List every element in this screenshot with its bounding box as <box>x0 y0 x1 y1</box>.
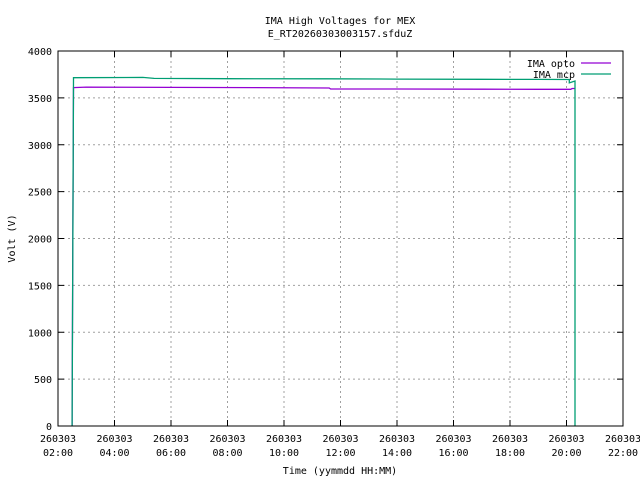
x-tick-time-label: 12:00 <box>325 448 355 459</box>
x-axis-label: Time (yymmdd HH:MM) <box>283 466 397 477</box>
x-tick-time-label: 14:00 <box>382 448 412 459</box>
legend-label: IMA opto <box>527 59 575 70</box>
x-tick-date-label: 260303 <box>209 434 245 445</box>
x-tick-date-label: 260303 <box>40 434 76 445</box>
y-tick-label: 500 <box>34 375 52 386</box>
y-tick-label: 2000 <box>28 235 52 246</box>
x-tick-date-label: 260303 <box>266 434 302 445</box>
x-tick-date-label: 260303 <box>605 434 640 445</box>
series-line-ima-opto <box>71 86 575 426</box>
x-tick-time-label: 08:00 <box>212 448 242 459</box>
chart-title: IMA High Voltages for MEX <box>265 16 416 27</box>
x-tick-time-label: 16:00 <box>438 448 468 459</box>
x-tick-date-label: 260303 <box>548 434 584 445</box>
data-series <box>71 76 576 427</box>
chart-subtitle: E_RT20260303003157.sfduZ <box>268 29 413 40</box>
x-tick-date-label: 260303 <box>492 434 528 445</box>
x-tick-time-label: 10:00 <box>269 448 299 459</box>
y-tick-label: 0 <box>46 422 52 433</box>
x-tick-date-label: 260303 <box>435 434 471 445</box>
y-axis-ticks: 0 500 1000 1500 2000 2500 3000 3500 4000 <box>28 47 623 433</box>
y-tick-label: 2500 <box>28 188 52 199</box>
x-tick-time-label: 18:00 <box>495 448 525 459</box>
y-tick-label: 3000 <box>28 141 52 152</box>
x-tick-date-label: 260303 <box>153 434 189 445</box>
series-line-ima-mcp <box>71 76 576 427</box>
y-tick-label: 1000 <box>28 328 52 339</box>
legend-label: IMA mcp <box>533 70 575 81</box>
x-axis-ticks: 26030302:0026030304:0026030306:002603030… <box>40 51 640 459</box>
x-tick-time-label: 02:00 <box>43 448 73 459</box>
x-tick-date-label: 260303 <box>379 434 415 445</box>
x-tick-time-label: 06:00 <box>156 448 186 459</box>
x-tick-time-label: 04:00 <box>99 448 129 459</box>
y-tick-label: 4000 <box>28 47 52 58</box>
x-tick-date-label: 260303 <box>322 434 358 445</box>
y-axis-label: Volt (V) <box>7 214 18 262</box>
y-tick-label: 3500 <box>28 94 52 105</box>
plot-frame <box>57 50 624 427</box>
x-tick-time-label: 20:00 <box>551 448 581 459</box>
y-tick-label: 1500 <box>28 281 52 292</box>
x-tick-time-label: 22:00 <box>608 448 638 459</box>
grid-lines <box>58 51 623 426</box>
x-tick-date-label: 260303 <box>96 434 132 445</box>
